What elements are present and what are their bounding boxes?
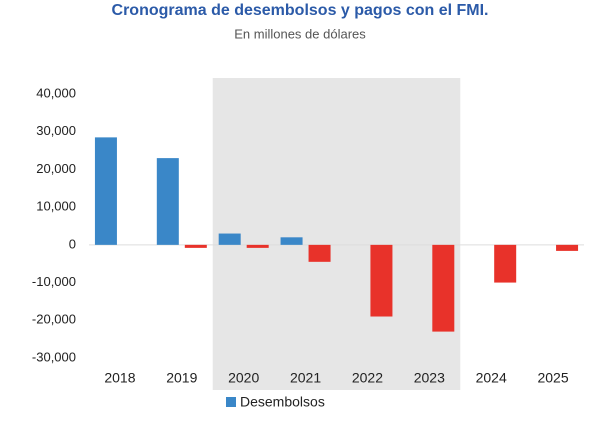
bar <box>94 137 117 245</box>
x-tick-label: 2019 <box>166 370 197 386</box>
chart-title: Cronograma de desembolsos y pagos con el… <box>112 2 489 19</box>
y-tick-label: -10,000 <box>32 274 76 289</box>
bar <box>246 244 269 248</box>
bar <box>556 244 579 251</box>
legend-label: Desembolsos <box>240 394 325 410</box>
bar <box>494 244 517 283</box>
highlight-band <box>212 78 461 390</box>
x-tick-label: 2020 <box>228 370 259 386</box>
y-tick-label: 0 <box>69 236 76 251</box>
y-tick-label: 40,000 <box>36 85 76 100</box>
y-tick-label: -30,000 <box>32 349 76 364</box>
x-tick-label: 2024 <box>476 370 507 386</box>
bar <box>280 237 303 245</box>
bar <box>308 244 331 262</box>
y-tick-label: -20,000 <box>32 312 76 327</box>
bar <box>218 233 241 245</box>
y-tick-label: 10,000 <box>36 199 76 214</box>
x-tick-label: 2022 <box>352 370 383 386</box>
bar <box>432 244 455 332</box>
y-tick-label: 30,000 <box>36 123 76 138</box>
x-tick-label: 2018 <box>104 370 135 386</box>
x-tick-label: 2025 <box>537 370 568 386</box>
chart-subtitle: En millones de dólares <box>234 26 366 41</box>
x-tick-label: 2023 <box>414 370 445 386</box>
bar <box>156 158 179 245</box>
bar <box>184 244 207 248</box>
bar <box>370 244 393 317</box>
x-tick-label: 2021 <box>290 370 321 386</box>
y-tick-label: 20,000 <box>36 161 76 176</box>
legend-swatch <box>226 397 236 407</box>
